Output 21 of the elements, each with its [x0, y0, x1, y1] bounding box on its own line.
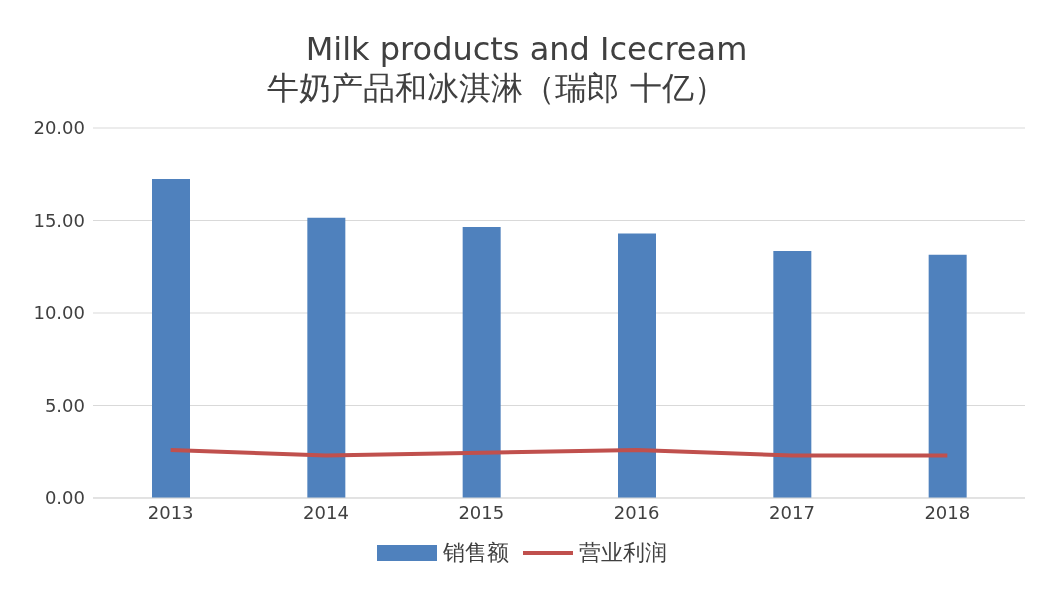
y-tick-label: 0.00 — [44, 487, 85, 509]
y-tick-label: 5.00 — [44, 394, 85, 416]
y-tick-label: 15.00 — [33, 209, 85, 231]
x-tick-label: 2018 — [924, 501, 971, 523]
y-tick-label: 10.00 — [33, 302, 85, 324]
bar — [307, 217, 346, 498]
bar — [618, 233, 656, 498]
x-tick-label: 2016 — [613, 501, 660, 523]
x-tick-label: 2017 — [769, 501, 815, 523]
legend-label: 营业利润 — [577, 539, 667, 567]
chart-subtitle: 牛奶产品和冰淇淋（瑞郎 十亿） — [266, 68, 727, 108]
bar — [773, 251, 812, 498]
x-tick-label: 2014 — [303, 501, 349, 523]
chart-title: Milk products and Icecream — [304, 29, 749, 68]
legend-label: 销售额 — [441, 539, 509, 567]
bar — [152, 178, 190, 498]
x-tick-label: 2013 — [147, 501, 194, 523]
x-tick-label: 2015 — [458, 501, 505, 523]
y-tick-label: 20.00 — [33, 117, 85, 139]
bar — [462, 226, 501, 498]
bar — [928, 254, 967, 498]
